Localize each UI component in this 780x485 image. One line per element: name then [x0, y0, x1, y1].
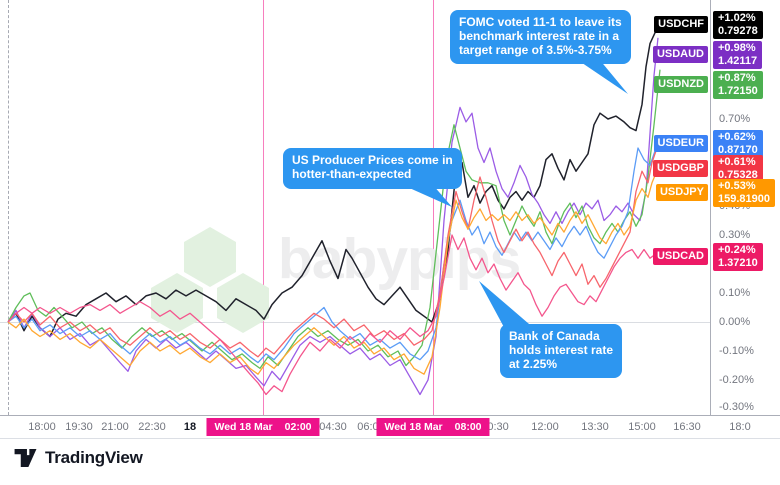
time-tick-label: 13:30 [581, 421, 609, 433]
time-scale[interactable]: 18:00 19:30 21:00 22:30 18 04:30 06:00 10:30 12:… [0, 415, 780, 439]
ppi-callout-text: US Producer Prices come in [292, 153, 453, 167]
pair-label-usdjpy[interactable]: USDJPY [655, 184, 708, 201]
time-tick-label: 18:0 [729, 421, 751, 433]
pair-value-usdeur[interactable]: +0.62% 0.87170 [713, 130, 763, 158]
ppi-callout-text: hotter-than-expected [292, 166, 412, 181]
pair-change-pct: +1.02% [718, 12, 756, 24]
babypips-cube-icon [184, 227, 236, 287]
series-line-usdaud[interactable] [7, 37, 659, 396]
series-line-usdcad[interactable] [7, 234, 659, 396]
fomc-callout-text: FOMC voted 11-1 to leave its [459, 15, 622, 29]
tradingview-logo-icon [14, 448, 37, 468]
pair-label-usdnzd[interactable]: USDNZD [654, 76, 708, 93]
pair-value-usdgbp[interactable]: +0.61% 0.75328 [713, 155, 763, 183]
pair-value-usdnzd[interactable]: +0.87% 1.72150 [713, 71, 763, 99]
time-tick-label: 18:00 [28, 421, 56, 433]
session-start-dashed-line [8, 0, 9, 415]
fomc-callout-text: target range of 3.5%-3.75% [459, 42, 612, 57]
pair-change-pct: +0.24% [718, 244, 756, 256]
time-tick-label: 04:30 [319, 421, 347, 433]
ppi-callout[interactable]: US Producer Prices come in hotter-than-ex… [283, 148, 462, 189]
time-tick-label: 22:30 [138, 421, 166, 433]
time-tick-label: 16:30 [673, 421, 701, 433]
fomc-callout[interactable]: FOMC voted 11-1 to leave its benchmark in… [450, 10, 631, 65]
boc-callout-text: Bank of Canada [509, 329, 600, 343]
pair-last-price: 0.75328 [718, 169, 758, 181]
time-tick-label: 18 [183, 421, 197, 433]
pair-value-usdchf[interactable]: +1.02% 0.79278 [713, 11, 763, 39]
session-marker-line [263, 0, 264, 415]
pair-change-pct: +0.61% [718, 156, 756, 168]
chart-footer: TradingView [0, 437, 780, 485]
pair-label-usdeur[interactable]: USDEUR [653, 135, 708, 152]
pair-last-price: 1.42117 [718, 55, 758, 67]
time-tick-label: 15:00 [628, 421, 656, 433]
pair-last-price: 1.37210 [718, 257, 758, 269]
boc-callout[interactable]: Bank of Canada holds interest rate at 2.25… [500, 324, 623, 379]
price-tick-label: -0.30% [719, 401, 754, 413]
pair-change-pct: +0.62% [718, 131, 756, 143]
pair-last-price: 159.81900 [718, 193, 770, 205]
price-tick-label: 0.70% [719, 113, 751, 125]
session-time: 08:00 [454, 421, 482, 433]
pair-label-usdchf[interactable]: USDCHF [654, 16, 708, 33]
series-line-usdgbp[interactable] [7, 144, 659, 358]
series-line-usdeur[interactable] [7, 141, 659, 364]
boc-callout-text: at 2.25% [509, 356, 558, 371]
time-tick-label: 19:30 [65, 421, 93, 433]
pair-last-price: 1.72150 [718, 85, 758, 97]
series-line-usdnzd[interactable] [7, 69, 661, 370]
fomc-callout-text: benchmark interest rate in a [459, 28, 620, 43]
babypips-cube-icon [151, 273, 203, 333]
pair-value-usdaud[interactable]: +0.98% 1.42117 [713, 41, 763, 69]
time-tick-label: 21:00 [101, 421, 129, 433]
boc-callout-text: holds interest rate [509, 342, 614, 357]
pair-change-pct: +0.87% [718, 72, 756, 84]
pair-last-price: 0.79278 [718, 25, 758, 37]
time-tick-label: 12:00 [531, 421, 559, 433]
price-tick-label: 0.10% [719, 287, 751, 299]
price-tick-label: -0.10% [719, 345, 754, 357]
session-marker-chip: Wed 18 Mar 02:00 [206, 418, 320, 436]
session-date: Wed 18 Mar [214, 421, 273, 433]
session-date: Wed 18 Mar [384, 421, 443, 433]
price-tick-label: 0.30% [719, 229, 751, 241]
session-marker-chip: Wed 18 Mar 08:00 [376, 418, 490, 436]
pair-label-usdcad[interactable]: USDCAD [652, 248, 708, 265]
tradingview-attribution[interactable]: TradingView [14, 448, 143, 468]
session-marker-line [433, 0, 434, 415]
pair-change-pct: +0.53% [718, 180, 756, 192]
price-chart[interactable]: babypips FOMC voted 11-1 to leave its ben… [0, 0, 710, 415]
session-time: 02:00 [284, 421, 312, 433]
price-tick-label: -0.20% [719, 374, 754, 386]
zero-percent-gridline [0, 322, 710, 323]
pair-value-usdcad[interactable]: +0.24% 1.37210 [713, 243, 763, 271]
pair-label-usdaud[interactable]: USDAUD [652, 46, 708, 63]
babypips-watermark: babypips [278, 227, 521, 291]
pair-label-usdgbp[interactable]: USDGBP [652, 160, 708, 177]
pair-last-price: 0.87170 [718, 144, 758, 156]
series-line-usdjpy[interactable] [7, 168, 659, 375]
price-tick-label: 0.00% [719, 316, 751, 328]
pair-value-usdjpy[interactable]: +0.53% 159.81900 [713, 179, 775, 207]
pair-change-pct: +0.98% [718, 42, 756, 54]
tradingview-brand-text: TradingView [45, 448, 143, 467]
